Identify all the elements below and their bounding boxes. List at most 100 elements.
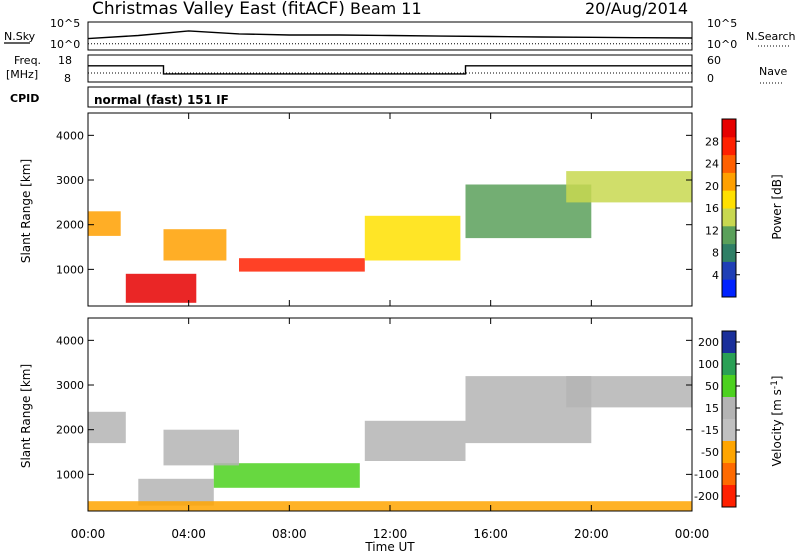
power-cbar-swatch — [722, 261, 736, 280]
noise-tick-top-left: 10^5 — [50, 17, 80, 30]
power-cbar-swatch — [722, 172, 736, 191]
noise-panel: N.Sky 10^5 10^0 10^5 10^0 N.Search — [4, 17, 796, 51]
freq-unit-label: [MHz] — [6, 68, 38, 81]
nave-tick-top: 60 — [707, 54, 721, 67]
echo-region-3 — [213, 463, 360, 488]
velocity-cbar-tick-label: -200 — [694, 490, 719, 503]
nsky-label: N.Sky — [4, 30, 36, 43]
echo-region-4 — [239, 258, 365, 272]
noise-sky-line — [87, 30, 693, 40]
power-cbar-tick-label: 8 — [712, 247, 719, 260]
echo-region-1 — [88, 411, 126, 444]
noise-tick-top-right: 10^5 — [707, 17, 737, 30]
nsearch-label: N.Search — [746, 30, 796, 43]
power-cbar-swatch — [722, 154, 736, 173]
velocity-cbar-tick-label: -50 — [701, 446, 719, 459]
power-cbar-tick-label: 4 — [712, 269, 719, 282]
x-tick-label: 00:00 — [71, 527, 106, 541]
velocity-cbar-tick-label: 100 — [698, 358, 719, 371]
power-cbar-swatch — [722, 243, 736, 262]
velocity-cbar-swatch — [722, 485, 736, 508]
power-cbar-label: Power [dB] — [770, 174, 784, 239]
echo-region-7 — [566, 171, 692, 203]
x-tick-label: 04:00 — [171, 527, 206, 541]
power-cbar-swatch — [722, 136, 736, 156]
velocity-cbar-label: Velocity [m s-1] — [770, 376, 784, 467]
echo-region-3 — [163, 229, 227, 261]
freq-frame — [87, 54, 693, 83]
velocity-cbar-tick-label: -100 — [694, 468, 719, 481]
time-axis-label: Time UT — [364, 540, 415, 554]
freq-tick-top: 18 — [58, 54, 72, 67]
velocity-cbar-swatch — [722, 441, 736, 464]
echo-region-1 — [88, 211, 121, 236]
freq-label: Freq. — [14, 54, 41, 67]
y-tick-label: 1000 — [56, 263, 84, 276]
cpid-frame — [87, 86, 693, 108]
velocity-cbar-label-end: ] — [770, 376, 784, 381]
power-cbar-tick-label: 24 — [705, 158, 719, 171]
power-colorbar: 4 8 12 16 20 24 28 — [705, 118, 740, 298]
y-tick-label: 1000 — [56, 468, 84, 481]
power-cbar-swatch — [722, 119, 736, 138]
nave-label: Nave — [759, 65, 787, 78]
echo-region-4 — [163, 429, 239, 466]
y-tick-label: 3000 — [56, 174, 84, 187]
y-tick-label: 2000 — [56, 424, 84, 437]
velocity-cbar-tick-label: 50 — [705, 380, 719, 393]
x-tick-label: 00:00 — [675, 527, 710, 541]
freq-line — [88, 65, 692, 75]
figure-title: Christmas Valley East (fitACF) — [92, 0, 345, 19]
power-cbar-swatch — [722, 225, 736, 245]
echo-region-5 — [364, 215, 461, 261]
power-cbar-tick-label: 12 — [705, 224, 719, 237]
y-tick-label: 4000 — [56, 129, 84, 142]
velocity-cbar-tick-label: -15 — [701, 424, 719, 437]
velocity-cbar-swatch — [722, 353, 736, 376]
echo-region-2 — [125, 273, 197, 303]
power-panel: 1000 2000 3000 4000 Slant Range [km] — [19, 112, 693, 307]
x-tick-label: 20:00 — [574, 527, 609, 541]
echo-region-8 — [566, 376, 692, 408]
noise-tick-bottom-left: 10^0 — [50, 38, 80, 51]
noise-tick-bottom-right: 10^0 — [707, 38, 737, 51]
frequency-panel: Freq. [MHz] 18 8 60 0 Nave — [6, 54, 787, 85]
power-cbar-tick-label: 28 — [705, 135, 719, 148]
y-tick-label: 4000 — [56, 334, 84, 347]
y-tick-label: 2000 — [56, 219, 84, 232]
x-tick-label: 12:00 — [373, 527, 408, 541]
date-label: 20/Aug/2014 — [585, 0, 688, 18]
power-y-axis: 1000 2000 3000 4000 — [56, 129, 692, 276]
power-cbar-swatch — [722, 279, 736, 298]
power-cbar-tick-label: 20 — [705, 180, 719, 193]
echo-region-5 — [364, 420, 466, 461]
velocity-cbar-tick-label: 15 — [705, 402, 719, 415]
velocity-cbar-label-text: Velocity [m s — [770, 389, 784, 466]
velocity-cbar-swatch — [722, 375, 736, 398]
cpid-label: CPID — [10, 92, 39, 105]
power-ylabel: Slant Range [km] — [19, 159, 33, 263]
cpid-value: normal (fast) 151 IF — [94, 93, 229, 107]
freq-tick-bottom: 8 — [64, 72, 71, 85]
velocity-panel: 1000 2000 3000 4000 Slant Range [km] — [19, 317, 693, 512]
time-axis: 00:00 04:00 08:00 12:00 16:00 20:00 00:00 — [71, 113, 710, 541]
beam-label: Beam 11 — [350, 0, 422, 18]
power-cbar-tick-label: 16 — [705, 202, 719, 215]
echo-region-2 — [138, 478, 214, 506]
velocity-y-axis: 1000 2000 3000 4000 — [56, 334, 692, 481]
velocity-ylabel: Slant Range [km] — [19, 364, 33, 468]
velocity-cbar-frame — [721, 330, 737, 508]
power-cbar-swatch — [722, 208, 736, 227]
velocity-colorbar: 200 100 50 15 -15 -50 -100 -200 — [694, 330, 740, 508]
nave-tick-bottom: 0 — [707, 72, 714, 85]
x-tick-label: 16:00 — [473, 527, 508, 541]
velocity-cbar-swatch — [722, 331, 736, 354]
velocity-cbar-exponent: -1 — [770, 380, 780, 389]
velocity-cbar-swatch — [722, 397, 736, 420]
velocity-cbar-swatch — [722, 419, 736, 442]
y-tick-label: 3000 — [56, 379, 84, 392]
power-data — [88, 171, 692, 303]
velocity-cbar-tick-label: 200 — [698, 336, 719, 349]
x-tick-label: 08:00 — [272, 527, 307, 541]
